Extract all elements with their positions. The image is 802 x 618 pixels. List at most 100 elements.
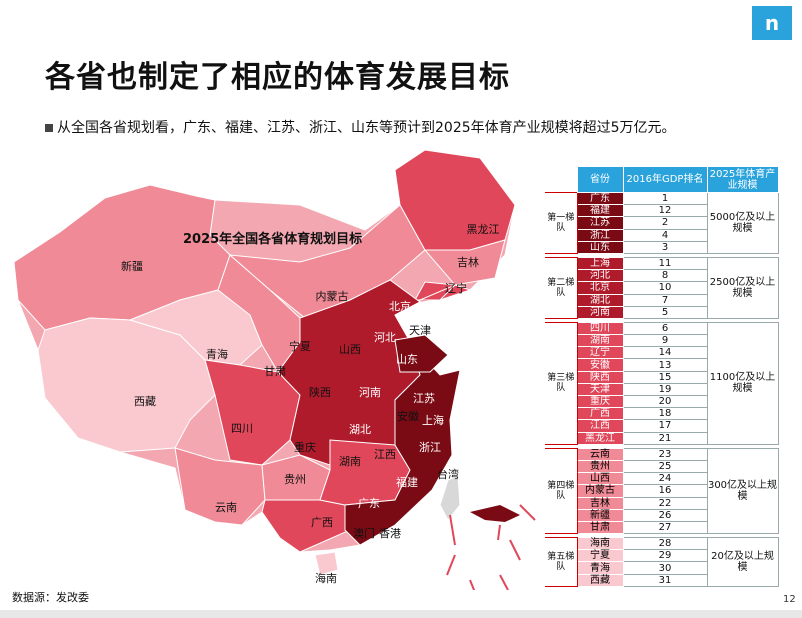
gdp-rank-cell: 13: [622, 358, 708, 372]
province-label: 香港: [379, 527, 401, 540]
province-cell: 宁夏: [576, 549, 624, 563]
province-cell: 江西: [576, 419, 624, 433]
table-row: 福建 12: [545, 204, 778, 218]
gdp-rank-cell: 25: [622, 459, 708, 474]
subtitle-text: 从全国各省规划看，广东、福建、江苏、浙江、山东等预计到2025年体育产业规模将超…: [57, 120, 676, 136]
header-province: 省份: [576, 166, 624, 193]
scale-cell: 2500亿及以上规模: [706, 256, 779, 319]
province-label: 甘肃: [264, 365, 286, 378]
tier-label: 第一梯队: [545, 192, 578, 254]
province-cell: 江苏: [576, 216, 624, 230]
province-cell: 山西: [576, 472, 624, 486]
map-region-shandong: [394, 334, 449, 373]
table-row: 第一梯队 广东 1 5000亿及以上规模: [545, 191, 779, 254]
province-cell: 内蒙古: [576, 484, 624, 498]
table-row: 安徽 13: [545, 358, 778, 372]
province-cell: 安徽: [576, 358, 624, 372]
province-label: 四川: [231, 422, 253, 435]
gdp-rank-cell: 14: [622, 346, 708, 360]
province-label: 河南: [359, 386, 381, 399]
province-label: 贵州: [284, 473, 306, 486]
province-cell: 河北: [576, 269, 624, 283]
gdp-rank-cell: 17: [622, 419, 708, 433]
province-cell: 陕西: [576, 370, 624, 384]
page-number: 12: [783, 594, 796, 605]
map-region-hainan: [314, 551, 339, 576]
province-label: 青海: [206, 347, 228, 361]
province-label: 宁夏: [289, 339, 311, 353]
province-cell: 广西: [576, 407, 624, 421]
province-cell: 山东: [576, 240, 624, 254]
map-region-yunnan: [174, 447, 266, 526]
table-row: 黑龙江 21: [545, 431, 778, 445]
province-label: 天津: [409, 324, 431, 337]
province-label: 广东: [358, 497, 380, 510]
province-label: 浙江: [419, 441, 441, 454]
province-cell: 湖北: [576, 293, 624, 307]
province-label: 湖北: [349, 423, 371, 436]
gdp-rank-cell: 28: [622, 537, 708, 551]
tier-label: 第三梯队: [545, 321, 578, 445]
gdp-rank-cell: 12: [622, 204, 708, 218]
table-row: 贵州 25: [545, 459, 778, 474]
page-title: 各省也制定了相应的体育发展目标: [45, 60, 510, 95]
province-cell: 吉林: [576, 496, 624, 510]
province-cell: 北京: [576, 281, 624, 295]
header-gdp-rank: 2016年GDP排名: [622, 166, 708, 193]
table-row: 浙江 4: [545, 228, 778, 242]
province-label: 云南: [215, 501, 237, 514]
table-row: 重庆 20: [545, 394, 778, 409]
header-spacer: [545, 166, 577, 193]
province-label: 陕西: [309, 385, 331, 399]
tier-label: 第五梯队: [545, 537, 578, 587]
gdp-rank-cell: 10: [622, 281, 708, 295]
table-row: 辽宁 14: [545, 346, 778, 360]
province-label: 福建: [396, 475, 418, 489]
province-cell: 青海: [576, 561, 624, 575]
province-cell: 河南: [576, 305, 624, 319]
table-row: 第三梯队 四川 6 1100亿及以上规模: [545, 321, 779, 445]
page-subtitle: 从全国各省规划看，广东、福建、江苏、浙江、山东等预计到2025年体育产业规模将超…: [45, 117, 676, 137]
province-cell: 新疆: [576, 508, 624, 522]
table-row: 甘肃 27: [545, 520, 778, 535]
map-region-taiwan: [439, 475, 461, 521]
scale-cell: 300亿及以上规模: [706, 447, 779, 535]
province-cell: 福建: [576, 204, 624, 218]
province-cell: 四川: [576, 321, 624, 336]
province-label: 西藏: [134, 395, 156, 408]
gdp-rank-cell: 27: [622, 520, 708, 535]
gdp-rank-cell: 15: [622, 370, 708, 384]
tier-label: 第四梯队: [545, 447, 578, 535]
header-scale: 2025年体育产业规模: [706, 166, 779, 193]
province-cell: 甘肃: [576, 520, 624, 535]
map-region-hunan-jiangxi: [319, 439, 411, 506]
gdp-rank-cell: 2: [622, 216, 708, 230]
gdp-rank-cell: 18: [622, 407, 708, 421]
province-cell: 天津: [576, 382, 624, 397]
table-row: 宁夏 29: [545, 549, 778, 563]
province-label: 广西: [311, 516, 333, 529]
south-china-sea-inset: [446, 504, 536, 590]
province-label: 江西: [374, 448, 396, 461]
brand-logo: n: [752, 6, 792, 40]
province-cell: 贵州: [576, 459, 624, 474]
table-row: 第四梯队 云南 23 300亿及以上规模: [545, 447, 779, 535]
province-label: 海南: [315, 571, 337, 585]
province-cell: 湖南: [576, 334, 624, 348]
province-cell: 云南: [576, 447, 624, 461]
gdp-rank-cell: 9: [622, 334, 708, 348]
map-region-coastal: [344, 314, 461, 546]
table-row: 西藏 31: [545, 573, 778, 587]
scale-cell: 20亿及以上规模: [706, 537, 779, 587]
table-row: 湖北 7: [545, 293, 778, 307]
province-label: 黑龙江: [467, 223, 500, 236]
map-region-neimenggu: [228, 204, 426, 319]
table-row: 陕西 15: [545, 370, 778, 384]
table-row: 山西 24: [545, 472, 778, 486]
bullet-icon: [45, 124, 53, 132]
province-label: 内蒙古: [316, 289, 349, 303]
table-row: 第五梯队 海南 28 20亿及以上规模: [545, 537, 779, 587]
province-label: 上海: [422, 413, 444, 427]
table-row: 湖南 9: [545, 334, 778, 348]
